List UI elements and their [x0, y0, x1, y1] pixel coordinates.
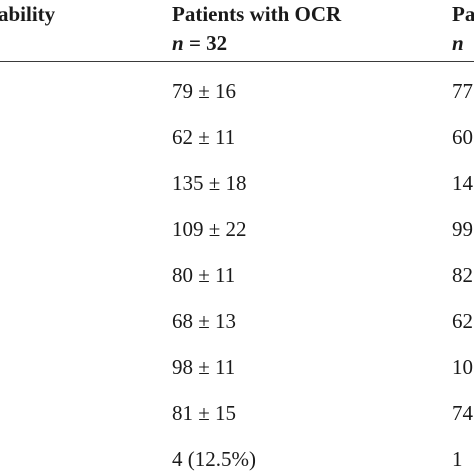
table-cell-other: 99	[452, 217, 473, 241]
table-cell-ocr: 98 ± 11	[172, 355, 236, 379]
table-cell-other: 1	[452, 447, 463, 471]
table-cell-other: 14	[452, 171, 473, 195]
table-cell-other: 60	[452, 125, 473, 149]
table-cell-other: 77	[452, 79, 473, 103]
table-cell-ocr: 135 ± 18	[172, 171, 247, 195]
table-cell-ocr: 4 (12.5%)	[172, 447, 256, 471]
table-cell-ocr: 80 ± 11	[172, 263, 236, 287]
table-cell-other: 10	[452, 355, 473, 379]
column-header-other-title: Pa	[452, 2, 474, 26]
column-header-title: Patients with OCR	[172, 2, 342, 26]
table-cell-ocr: 68 ± 13	[172, 309, 237, 333]
column-header-variable: ability	[0, 2, 56, 26]
table-cell-other: 74	[452, 401, 473, 425]
column-header-other-n: n	[452, 31, 464, 55]
table-cell-ocr: 81 ± 15	[172, 401, 237, 425]
table-cell-ocr: 79 ± 16	[172, 79, 237, 103]
table-cell-other: 62	[452, 309, 473, 333]
column-header-n: n = 32	[172, 31, 228, 55]
column-header-patients-with-ocr: Patients with OCR n = 32	[172, 0, 341, 58]
header-divider	[0, 61, 474, 62]
table-cell-ocr: 62 ± 11	[172, 125, 236, 149]
column-header-other-patients: Pa n	[452, 0, 474, 58]
table-cell-ocr: 109 ± 22	[172, 217, 247, 241]
table-cell-other: 82	[452, 263, 473, 287]
